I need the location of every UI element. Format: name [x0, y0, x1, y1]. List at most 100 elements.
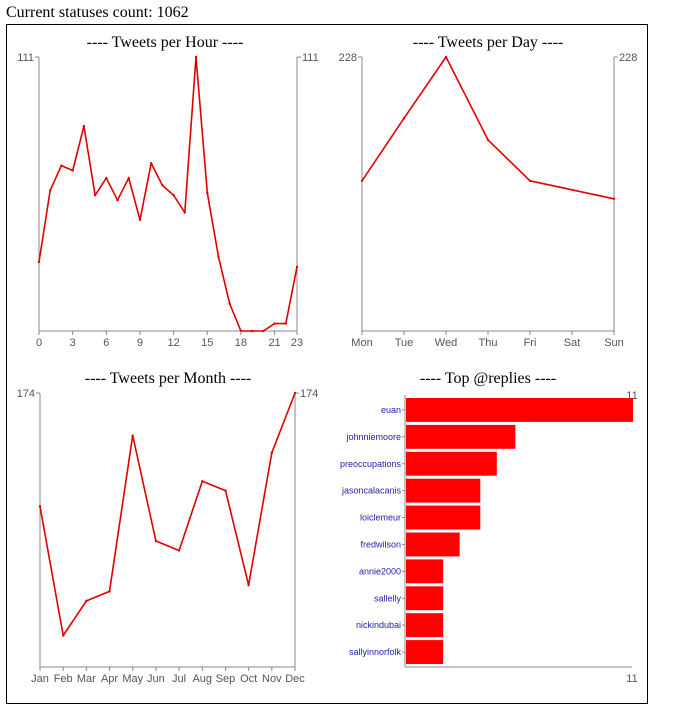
month-xtick-label: Nov: [262, 673, 282, 685]
day-point: [528, 179, 532, 182]
hour-ymax-right: 111: [302, 52, 319, 64]
hour-xtick-label: 15: [201, 337, 213, 349]
hour-point: [37, 260, 41, 264]
month-point: [270, 451, 274, 455]
hour-xtick-label: 6: [103, 337, 109, 349]
replies-bar-label: loiclemeur: [360, 513, 401, 523]
month-xtick-label: May: [122, 673, 143, 685]
hour-point: [49, 189, 52, 192]
hour-point: [60, 164, 63, 167]
day-point: [360, 179, 364, 182]
hour-point: [250, 329, 254, 333]
day-ymax-left: 228: [339, 52, 357, 64]
status-count: Current statuses count: 1062: [6, 4, 189, 21]
hour-xtick-label: 23: [291, 337, 303, 349]
month-point: [224, 489, 227, 492]
day-point: [402, 117, 406, 120]
replies-bar-label: euan: [381, 405, 401, 415]
replies-bar-label: annie2000: [359, 566, 401, 576]
month-xtick-label: Jul: [172, 673, 186, 685]
hour-ymax-left: 111: [17, 52, 34, 64]
month-point: [38, 505, 42, 508]
hour-point: [93, 194, 97, 197]
day-xtick-label: Thu: [479, 337, 498, 349]
hour-xtick-label: 18: [235, 337, 247, 349]
day-xtick-label: Mon: [351, 337, 372, 349]
replies-bar: [406, 398, 633, 422]
month-point: [177, 549, 181, 552]
hour-point: [105, 176, 108, 180]
month-title: ---- Tweets per Month ----: [85, 370, 252, 387]
replies-xmax-bottom: 11: [626, 673, 637, 685]
month-ymax-right: 174: [300, 388, 318, 400]
day-ymax-right: 228: [619, 52, 637, 64]
day-point: [486, 138, 490, 142]
hour-xtick-label: 0: [36, 337, 42, 349]
month-xtick-label: Jun: [147, 673, 165, 685]
replies-bar-label: sallyinnorfolk: [349, 647, 402, 657]
month-ymax-left: 174: [17, 388, 35, 400]
replies-bar-label: nickindubai: [356, 620, 401, 630]
hour-point: [194, 55, 198, 59]
replies-bar-label: jasoncalacanis: [341, 486, 402, 496]
replies-bar-label: fredwilson: [360, 539, 401, 549]
hour-point: [284, 322, 287, 325]
hour-point: [127, 176, 130, 180]
month-xtick-label: Oct: [240, 673, 257, 685]
day-xtick-label: Sat: [564, 337, 581, 349]
month-point: [131, 434, 134, 437]
day-xtick-label: Sun: [604, 337, 624, 349]
day-title: ---- Tweets per Day ----: [413, 34, 564, 51]
day-series-line: [361, 56, 615, 200]
replies-bar-label: preoccupations: [340, 459, 402, 469]
month-xtick-label: Jan: [31, 673, 49, 685]
replies-bar-label: johnniemoore: [345, 432, 401, 442]
replies-bar: [406, 613, 444, 638]
day-xtick-label: Wed: [435, 337, 457, 349]
month-xtick-label: Sep: [216, 673, 236, 685]
replies-bar: [406, 505, 481, 530]
replies-bar: [406, 478, 481, 503]
replies-bar: [406, 640, 444, 664]
replies-bar: [406, 559, 444, 584]
hour-point: [183, 211, 187, 214]
replies-bar: [406, 451, 497, 476]
hour-xtick-label: 9: [137, 337, 143, 349]
replies-bar: [406, 532, 460, 557]
replies-xmax-top: 11: [626, 390, 637, 402]
month-xtick-label: Apr: [101, 673, 118, 685]
hour-point: [116, 198, 119, 202]
month-point: [293, 391, 297, 395]
month-point: [61, 634, 65, 637]
hour-point: [149, 161, 153, 165]
replies-title: ---- Top @replies ----: [420, 370, 556, 387]
month-xtick-label: Dec: [285, 673, 305, 685]
hour-point: [217, 255, 220, 259]
day-point: [444, 55, 448, 59]
day-xtick-label: Tue: [395, 337, 414, 349]
hour-point: [71, 169, 74, 172]
replies-bar-label: sallelly: [374, 593, 402, 603]
hour-point: [82, 124, 86, 128]
month-point: [154, 539, 158, 543]
month-point: [108, 590, 111, 593]
month-xtick-label: Aug: [192, 673, 212, 685]
hour-series-line: [38, 56, 298, 332]
day-point: [612, 197, 616, 201]
replies-bar: [406, 586, 444, 611]
hour-point: [206, 191, 209, 194]
hour-point: [172, 194, 175, 197]
month-point: [85, 599, 88, 603]
month-series-line: [39, 392, 296, 637]
hour-point: [228, 302, 231, 306]
month-point: [247, 583, 250, 587]
replies-bar: [406, 424, 516, 449]
hour-title: ---- Tweets per Hour ----: [87, 34, 244, 51]
month-xtick-label: Feb: [54, 673, 73, 685]
hour-xtick-label: 3: [70, 337, 76, 349]
month-xtick-label: Mar: [77, 673, 96, 685]
month-point: [201, 479, 204, 483]
hour-point: [273, 322, 276, 325]
hour-point: [295, 265, 299, 269]
